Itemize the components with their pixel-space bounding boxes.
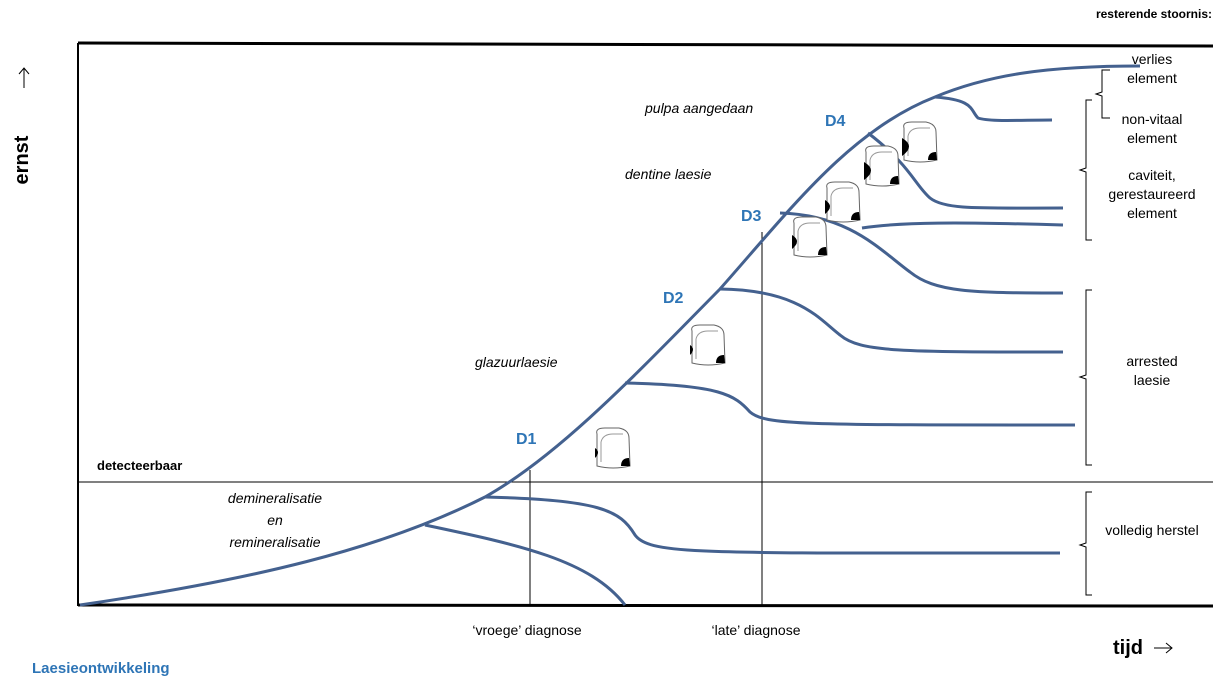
outcome-label: element: [1127, 130, 1177, 146]
stage-label: D2: [663, 290, 684, 307]
diagnosis-label: ‘late’ diagnose: [712, 622, 801, 638]
legend-title: resterende stoornis:: [1096, 7, 1212, 21]
stage-label: D1: [516, 431, 537, 448]
tooth-inner: [830, 187, 853, 216]
caries: [928, 152, 937, 160]
caries: [864, 162, 871, 180]
arrows: [18, 67, 1173, 654]
caries: [716, 355, 725, 363]
tooth-icon: [902, 121, 938, 163]
stage-label: D4: [825, 113, 846, 130]
caries: [890, 176, 899, 184]
tooth-icon: [792, 216, 828, 258]
tooth-icon: [595, 427, 631, 469]
outcome-label: laesie: [1134, 372, 1171, 388]
y-label: ernst: [11, 135, 33, 184]
caries: [595, 448, 598, 458]
tooth-outline: [826, 181, 861, 223]
outcome-label: element: [1127, 205, 1177, 221]
caries: [690, 345, 693, 355]
braces: [1078, 69, 1110, 596]
caries: [902, 138, 909, 156]
outcome-label: verlies: [1132, 51, 1172, 67]
tooth-icon: [825, 181, 861, 223]
teeth: [595, 121, 938, 469]
phase-label: dentine laesie: [625, 166, 712, 182]
outcomes: verlies element non-vitaal element caviteit,…: [1105, 51, 1198, 538]
outcome-label: volledig herstel: [1105, 522, 1198, 538]
frame: [77, 41, 1214, 608]
phase-label: glazuurlaesie: [475, 354, 558, 370]
tooth-outline: [596, 427, 631, 469]
caries: [792, 235, 797, 249]
tooth-inner: [797, 222, 820, 251]
tooth-icon: [864, 145, 900, 187]
phase-label: remineralisatie: [229, 534, 320, 550]
footer-title: Laesieontwikkeling: [32, 660, 170, 677]
outcome-label: gerestaureerd: [1108, 186, 1195, 202]
caries: [851, 212, 860, 220]
diagnosis-label: ‘vroege’ diagnose: [472, 622, 581, 638]
outcome-label: caviteit,: [1128, 167, 1175, 183]
x-label: tijd: [1113, 637, 1143, 659]
stage-label: D3: [741, 208, 762, 225]
caries: [621, 458, 630, 466]
tooth-inner: [695, 330, 718, 359]
tooth-outline: [903, 121, 938, 163]
tooth-inner: [600, 433, 623, 462]
threshold-label: detecteerbaar: [97, 458, 182, 473]
tooth-outline: [691, 324, 726, 366]
tooth-outline: [865, 145, 900, 187]
phase-label: pulpa aangedaan: [644, 100, 753, 116]
phase-label: en: [267, 512, 283, 528]
curves: [79, 64, 1141, 607]
tooth-outline: [793, 216, 828, 258]
tooth-icon: [690, 324, 726, 366]
phase-label: demineralisatie: [228, 490, 322, 506]
caries: [825, 200, 830, 214]
caries: [818, 247, 827, 255]
outcome-label: arrested: [1126, 353, 1177, 369]
outcome-label: non-vitaal: [1122, 111, 1183, 127]
outcome-label: element: [1127, 70, 1177, 86]
